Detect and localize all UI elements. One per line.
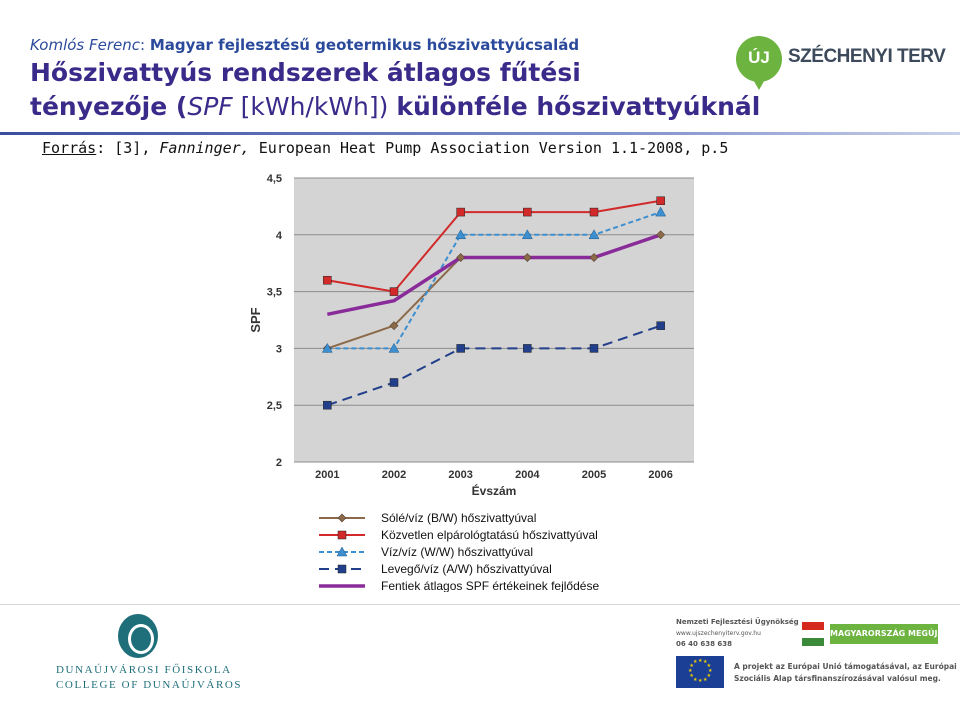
eu-star-icon: ★ xyxy=(708,668,713,674)
eu-star-icon: ★ xyxy=(693,676,698,683)
plot-area xyxy=(294,178,694,462)
eu-star-icon: ★ xyxy=(688,668,693,674)
data-point xyxy=(389,287,399,296)
nfu-info: Nemzeti Fejlesztési Ügynökség www.ujszec… xyxy=(676,618,826,658)
spf-line-chart: 2 2,5 3 3,5 4 4,5 2001 2002 2003 2004 2005 2006 Évsz… xyxy=(248,173,694,592)
college-emblem-icon xyxy=(118,614,158,658)
college-name-hu: DUNAÚJVÁROSI FŐISKOLA xyxy=(56,664,232,676)
y-axis-label: SPF xyxy=(248,307,263,332)
legend-label: Sólé/víz (B/W) hőszivattyúval xyxy=(381,511,536,525)
title-part2: tényezője ( xyxy=(30,92,188,121)
eu-star-icon: ★ xyxy=(689,663,694,669)
data-point xyxy=(656,196,665,205)
legend-label: Levegő/víz (A/W) hőszivattyúval xyxy=(381,562,552,576)
eu-star-icon: ★ xyxy=(698,678,703,684)
eu-star-icon: ★ xyxy=(706,663,712,669)
szechenyi-terv-text: SZÉCHENYI TERV xyxy=(788,46,946,67)
nfu-website: www.ujszechenyiterv.gov.hu xyxy=(676,630,761,637)
megujul-banner: MAGYARORSZÁG MEGÚJUL xyxy=(830,624,949,644)
eu-star-icon: ★ xyxy=(703,676,708,683)
source-author: Fanninger, xyxy=(159,139,250,157)
x-tick-label: 2005 xyxy=(582,469,606,481)
y-tick-label: 3,5 xyxy=(267,287,282,299)
x-tick-label: 2002 xyxy=(382,469,406,481)
data-point xyxy=(589,344,599,353)
title-part1: Hőszivattyús rendszerek átlagos fűtési xyxy=(30,58,581,87)
data-point xyxy=(589,253,599,262)
data-point xyxy=(588,229,600,240)
header-divider xyxy=(0,132,960,135)
eu-star-icon: ★ xyxy=(706,673,712,679)
x-tick-label: 2003 xyxy=(448,469,472,481)
szechenyi-terv-logo: ÚJ SZÉCHENYI TERV xyxy=(736,34,946,94)
eu-support-line2: Szociális Alap társfinanszírozásával val… xyxy=(734,674,941,683)
y-tick-label: 3 xyxy=(276,343,282,355)
source-label: Forrás xyxy=(42,139,97,157)
data-point xyxy=(589,207,599,217)
eu-star-icon: ★ xyxy=(698,658,703,664)
data-point xyxy=(523,207,532,217)
lecture-subject: Magyar fejlesztésű geotermikus hőszivatt… xyxy=(149,36,580,54)
y-tick-label: 2,5 xyxy=(267,400,282,412)
author-separator: : xyxy=(140,36,150,54)
source-ref: : [3], xyxy=(96,139,160,157)
author-line: Komlós Ferenc: Magyar fejlesztésű geoter… xyxy=(30,36,579,54)
legend-label: Fentiek átlagos SPF értékeinek fejlődése xyxy=(381,579,599,592)
eu-star-icon: ★ xyxy=(703,659,708,666)
data-point xyxy=(456,207,465,217)
legend-marker xyxy=(336,546,348,557)
data-point xyxy=(321,342,333,353)
y-tick-label: 2 xyxy=(276,457,282,469)
title-spf: SPF xyxy=(187,92,233,121)
x-tick-label: 2006 xyxy=(648,469,672,481)
data-point xyxy=(522,253,532,262)
hungarian-flag-icon xyxy=(802,622,824,646)
x-axis-label: Évszám xyxy=(472,483,517,498)
legend-marker xyxy=(337,513,347,523)
data-point xyxy=(656,321,665,330)
eu-support-line1: A projekt az Európai Unió támogatásával,… xyxy=(734,662,957,671)
data-point xyxy=(456,253,466,262)
data-point xyxy=(323,275,332,285)
series-line xyxy=(327,324,661,407)
x-tick-label: 2001 xyxy=(315,469,339,481)
data-point xyxy=(455,229,467,240)
data-point xyxy=(389,321,399,331)
spf-chart: 2 2,5 3 3,5 4 4,5 2001 2002 2003 2004 2005 2006 Évsz… xyxy=(247,170,707,592)
source-citation: Forrás: [3], Fanninger, European Heat Pu… xyxy=(42,139,728,157)
title-unit: [kWh/kWh]) xyxy=(232,92,397,121)
series-line xyxy=(326,233,662,317)
data-point xyxy=(388,342,400,353)
data-point xyxy=(655,206,667,217)
eu-star-icon: ★ xyxy=(689,673,694,679)
header: Komlós Ferenc: Magyar fejlesztésű geoter… xyxy=(0,0,960,136)
legend-marker xyxy=(337,530,347,540)
legend-marker xyxy=(337,564,347,574)
data-point xyxy=(656,230,666,240)
legend-label: Közvetlen elpárológtatású hőszivattyúval xyxy=(381,528,598,542)
title-part3: különféle hőszivattyúknál xyxy=(396,92,761,121)
footer xyxy=(0,604,960,718)
legend-label: Víz/víz (W/W) hőszivattyúval xyxy=(381,545,533,559)
data-point xyxy=(521,229,533,240)
y-tick-label: 4 xyxy=(276,230,283,242)
x-tick-label: 2004 xyxy=(515,469,540,481)
data-point xyxy=(523,344,532,353)
eu-flag-icon: ★ ★ ★ ★ ★ ★ ★ ★ ★ ★ ★ ★ xyxy=(676,656,724,688)
nfu-phone: 06 40 638 638 xyxy=(676,640,733,648)
eu-star-icon: ★ xyxy=(693,659,698,666)
college-name-en: COLLEGE OF DUNAÚJVÁROS xyxy=(56,679,243,691)
author-name: Komlós Ferenc xyxy=(30,36,141,54)
series-line xyxy=(327,199,661,293)
page-title: Hőszivattyús rendszerek átlagos fűtési t… xyxy=(30,56,850,124)
uj-badge-icon: ÚJ xyxy=(736,36,782,90)
y-tick-label: 4,5 xyxy=(267,173,282,185)
source-rest: European Heat Pump Association Version 1… xyxy=(249,139,729,157)
nfu-name: Nemzeti Fejlesztési Ügynökség xyxy=(676,618,799,626)
data-point xyxy=(323,400,332,410)
college-logo: DUNAÚJVÁROSI FŐISKOLA COLLEGE OF DUNAÚJV… xyxy=(56,612,246,702)
data-point xyxy=(456,344,465,353)
data-point xyxy=(389,378,399,387)
